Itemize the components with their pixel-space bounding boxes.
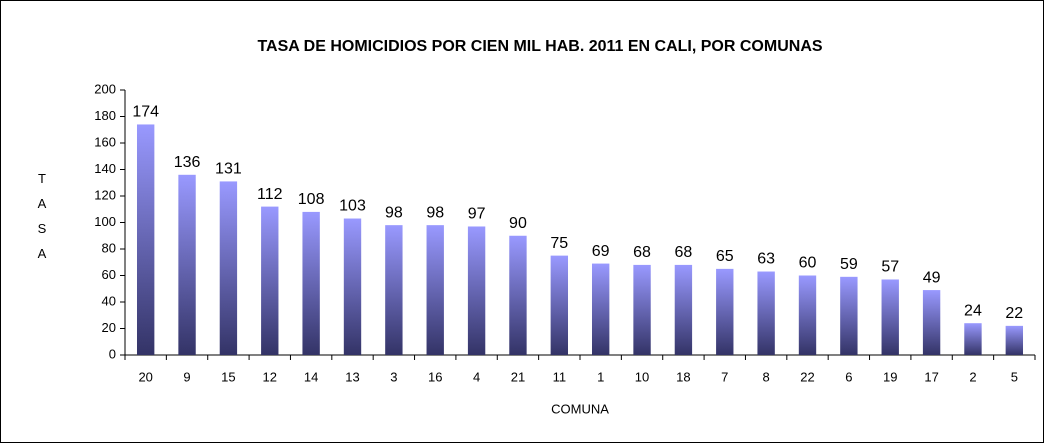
- x-tick-label: 11: [553, 369, 567, 384]
- value-label: 98: [426, 204, 444, 221]
- bar: [633, 264, 651, 355]
- y-tick-label: 40: [102, 293, 116, 308]
- value-label: 98: [385, 204, 403, 221]
- y-tick-label: 100: [94, 214, 116, 229]
- x-axis-label: COMUNA: [551, 401, 609, 416]
- value-label: 136: [174, 154, 201, 171]
- x-tick-label: 9: [183, 369, 190, 384]
- x-tick-label: 21: [511, 369, 525, 384]
- x-tick-label: 22: [800, 369, 814, 384]
- bar: [467, 226, 486, 355]
- value-label: 68: [675, 244, 693, 261]
- x-tick-label: 19: [883, 369, 897, 384]
- bar: [798, 275, 817, 355]
- value-label: 108: [298, 191, 325, 208]
- bar: [219, 181, 238, 355]
- x-tick-label: 5: [1011, 369, 1018, 384]
- x-tick-label: 7: [721, 369, 728, 384]
- x-tick-label: 12: [263, 369, 277, 384]
- y-tick-label: 120: [94, 187, 116, 202]
- bar: [385, 225, 403, 355]
- value-label: 112: [257, 186, 283, 203]
- bar: [757, 271, 775, 355]
- x-tick-label: 14: [304, 369, 318, 384]
- bar: [591, 263, 610, 355]
- bar: [716, 268, 734, 355]
- bar: [881, 279, 899, 355]
- y-tick-label: 180: [94, 108, 116, 123]
- value-label: 63: [757, 251, 775, 268]
- x-tick-label: 3: [390, 369, 397, 384]
- value-label: 69: [592, 243, 610, 260]
- value-label: 174: [132, 104, 159, 121]
- x-tick-label: 2: [969, 369, 976, 384]
- y-tick-label: 200: [94, 81, 116, 96]
- value-label: 57: [881, 259, 899, 276]
- bar: [550, 255, 569, 355]
- bar: [1005, 325, 1024, 355]
- value-label: 90: [509, 215, 527, 232]
- value-label: 131: [215, 161, 242, 178]
- x-tick-label: 8: [763, 369, 770, 384]
- x-tick-label: 18: [676, 369, 690, 384]
- bar: [840, 276, 858, 355]
- bar: [343, 218, 362, 355]
- value-label: 24: [964, 302, 982, 319]
- value-label: 103: [339, 198, 366, 215]
- bar: [136, 124, 155, 355]
- bar: [178, 174, 196, 355]
- value-label: 75: [550, 235, 568, 252]
- bar: [964, 323, 982, 355]
- value-label: 97: [468, 206, 486, 223]
- bar: [302, 211, 320, 355]
- x-tick-label: 15: [221, 369, 235, 384]
- bar: [261, 206, 279, 355]
- y-tick-label: 160: [94, 134, 116, 149]
- chart-title: TASA DE HOMICIDIOS POR CIEN MIL HAB. 201…: [257, 38, 822, 55]
- bar: [674, 264, 693, 355]
- x-tick-label: 13: [345, 369, 359, 384]
- value-label: 65: [716, 248, 734, 265]
- x-tick-label: 20: [138, 369, 152, 384]
- y-tick-label: 80: [102, 240, 116, 255]
- y-tick-label: 60: [102, 267, 116, 282]
- bar: [426, 225, 444, 355]
- x-tick-label: 6: [845, 369, 852, 384]
- x-tick-label: 10: [635, 369, 649, 384]
- x-tick-label: 16: [428, 369, 442, 384]
- value-label: 22: [1005, 305, 1023, 322]
- x-tick-label: 17: [924, 369, 938, 384]
- bar: [509, 235, 527, 355]
- value-label: 59: [840, 256, 858, 273]
- value-label: 68: [633, 244, 651, 261]
- y-tick-label: 0: [109, 346, 116, 361]
- bar: [922, 290, 941, 355]
- value-label: 60: [799, 255, 817, 272]
- x-tick-label: 4: [473, 369, 480, 384]
- y-tick-label: 140: [94, 161, 116, 176]
- value-label: 49: [923, 269, 941, 286]
- y-tick-label: 20: [102, 320, 116, 335]
- x-tick-label: 1: [597, 369, 604, 384]
